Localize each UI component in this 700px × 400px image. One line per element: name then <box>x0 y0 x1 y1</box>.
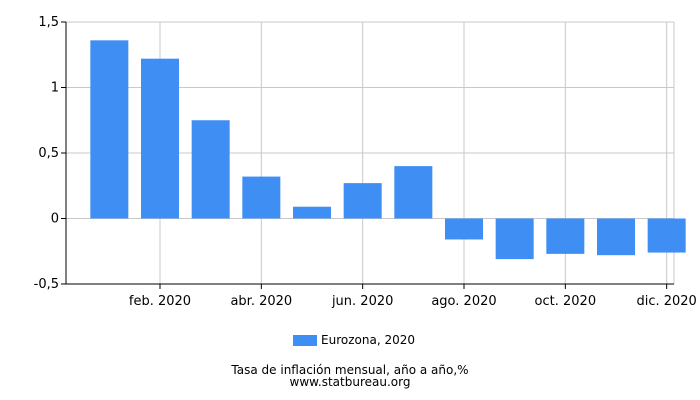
bar <box>141 58 179 219</box>
tick-labels: 1,5 1 0,5 0 -0,5 feb. 2020 abr. 2020 jun. 2020 a… <box>34 15 697 309</box>
legend-swatch <box>293 334 318 346</box>
y-tick-label: 1 <box>51 81 59 96</box>
x-tick-label: jun. 2020 <box>331 294 393 309</box>
x-tick-label: dic. 2020 <box>636 294 696 309</box>
legend: Eurozona, 2020 <box>0 331 700 349</box>
legend-label: Eurozona, 2020 <box>321 333 415 347</box>
x-tick-label: oct. 2020 <box>535 294 597 309</box>
bar <box>445 218 483 240</box>
x-tick-label: feb. 2020 <box>129 294 191 309</box>
y-tick-label: -0,5 <box>34 277 59 292</box>
bar <box>597 218 635 256</box>
bar <box>647 218 686 253</box>
bar <box>343 183 382 219</box>
x-tick-label: ago. 2020 <box>431 294 496 309</box>
y-tick-label: 1,5 <box>38 15 59 30</box>
source-url: www.statbureau.org <box>289 375 411 389</box>
bar <box>293 206 331 219</box>
y-tick-label: 0,5 <box>38 146 59 161</box>
bar <box>495 218 534 260</box>
bar <box>394 166 433 219</box>
x-tick-label: abr. 2020 <box>230 294 292 309</box>
chart-caption: Tasa de inflación mensual, año a año,% <box>231 363 469 377</box>
axes <box>61 21 674 289</box>
bar-series <box>90 40 686 260</box>
bar <box>242 176 281 219</box>
bar <box>191 120 230 219</box>
bar <box>546 218 585 254</box>
bar <box>90 40 129 219</box>
y-tick-label: 0 <box>51 212 59 227</box>
